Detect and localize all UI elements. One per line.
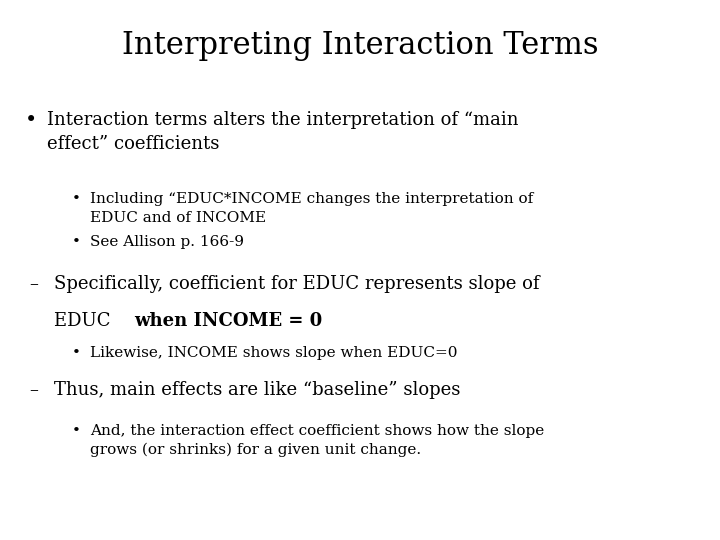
Text: •: •: [72, 424, 81, 438]
Text: Thus, main effects are like “baseline” slopes: Thus, main effects are like “baseline” s…: [54, 381, 460, 399]
Text: Interpreting Interaction Terms: Interpreting Interaction Terms: [122, 30, 598, 60]
Text: –: –: [29, 275, 37, 293]
Text: •: •: [72, 346, 81, 360]
Text: Including “EDUC*INCOME changes the interpretation of
EDUC and of INCOME: Including “EDUC*INCOME changes the inter…: [90, 192, 534, 225]
Text: •: •: [72, 192, 81, 206]
Text: when INCOME = 0: when INCOME = 0: [135, 312, 323, 330]
Text: Specifically, coefficient for EDUC represents slope of: Specifically, coefficient for EDUC repre…: [54, 275, 539, 293]
Text: •: •: [25, 111, 37, 130]
Text: –: –: [29, 381, 37, 399]
Text: Interaction terms alters the interpretation of “main
effect” coefficients: Interaction terms alters the interpretat…: [47, 111, 518, 153]
Text: Likewise, INCOME shows slope when EDUC=0: Likewise, INCOME shows slope when EDUC=0: [90, 346, 457, 360]
Text: •: •: [72, 235, 81, 249]
Text: See Allison p. 166-9: See Allison p. 166-9: [90, 235, 244, 249]
Text: EDUC: EDUC: [54, 312, 116, 330]
Text: And, the interaction effect coefficient shows how the slope
grows (or shrinks) f: And, the interaction effect coefficient …: [90, 424, 544, 457]
